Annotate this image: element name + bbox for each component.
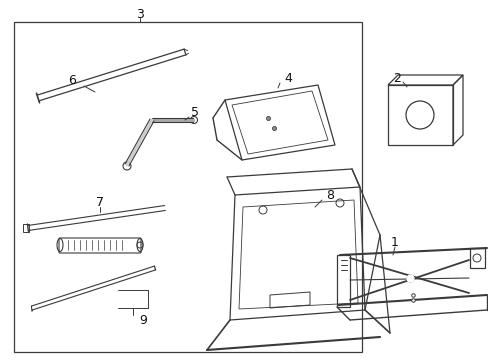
Text: 9: 9 [139, 314, 146, 327]
Text: 5: 5 [191, 105, 199, 118]
Text: 2: 2 [392, 72, 400, 85]
Text: 8: 8 [325, 189, 333, 202]
Text: 3: 3 [136, 8, 143, 21]
Text: 4: 4 [284, 72, 291, 85]
Text: 1: 1 [390, 235, 398, 248]
Bar [14, 22, 361, 352]
Text: 7: 7 [96, 195, 104, 208]
Text: 6: 6 [68, 73, 76, 86]
Bar [387, 85, 452, 145]
